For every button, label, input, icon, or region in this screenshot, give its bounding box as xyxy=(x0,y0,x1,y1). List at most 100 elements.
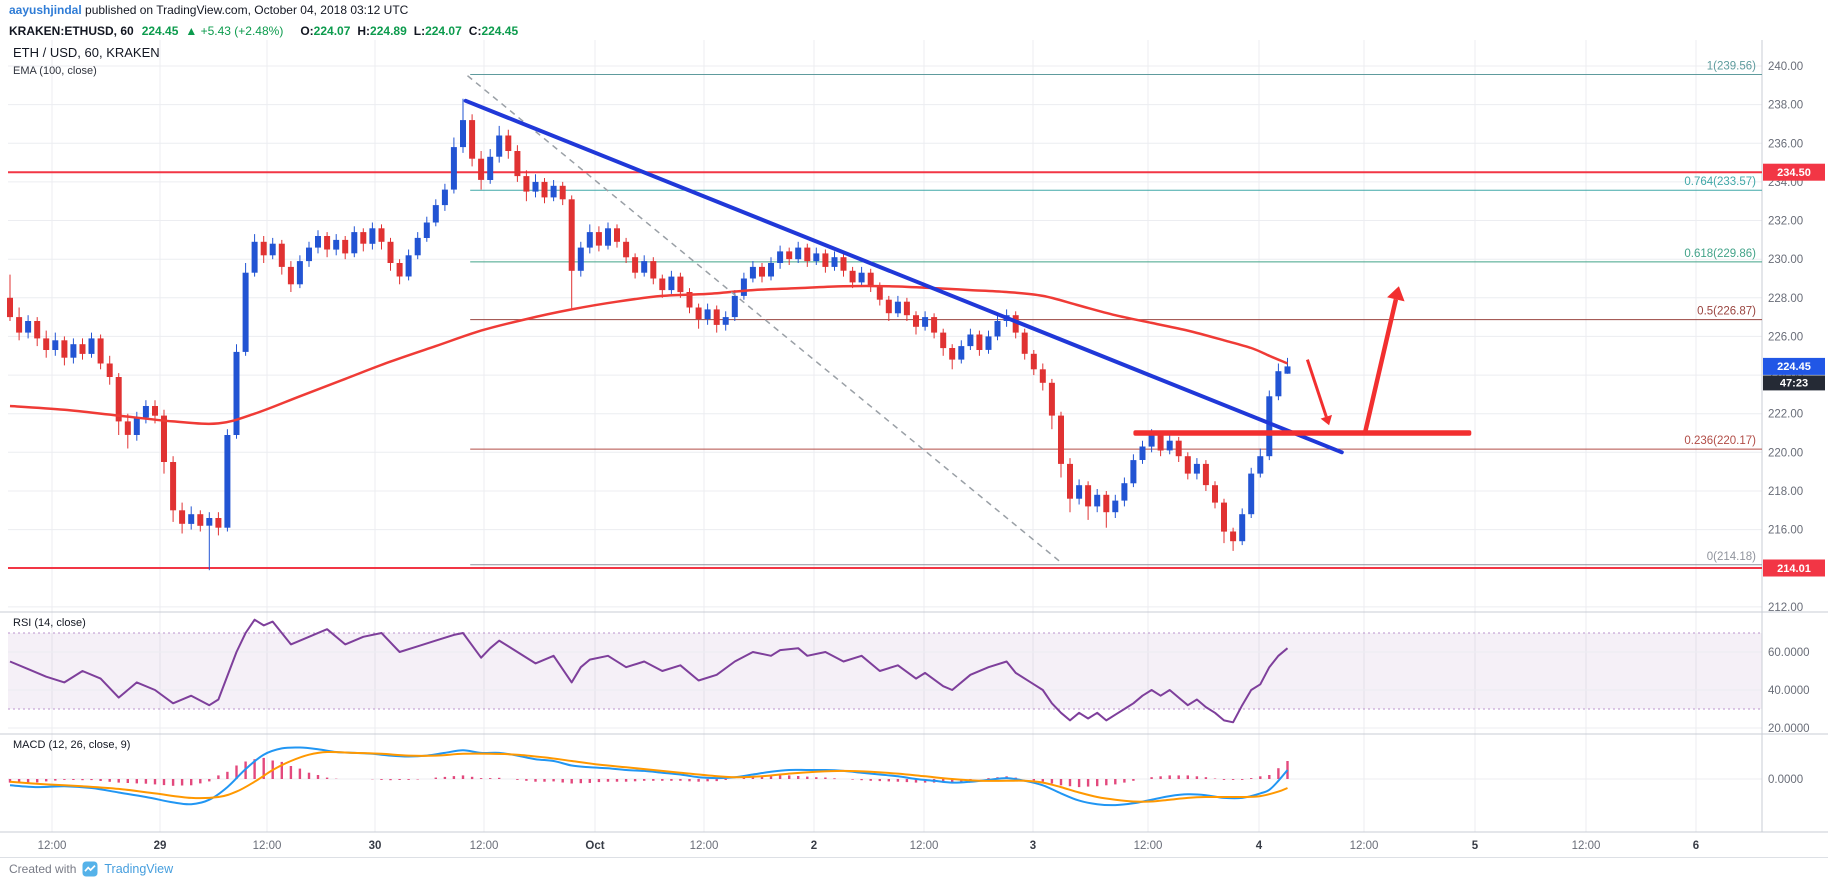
candle xyxy=(623,237,630,263)
candle xyxy=(79,338,86,360)
main-pane-title: ETH / USD, 60, KRAKEN xyxy=(13,45,160,60)
candle xyxy=(867,268,874,292)
candle xyxy=(1175,436,1182,462)
tradingview-logo[interactable] xyxy=(82,861,98,877)
candle xyxy=(487,149,494,184)
candle xyxy=(1039,363,1046,391)
breakout-arrow-up xyxy=(1362,286,1405,436)
ohlc-value: 224.89 xyxy=(370,23,407,38)
macd-histogram xyxy=(8,757,1289,788)
rsi-axis[interactable]: 60.0000 40.0000 20.0000 xyxy=(1768,647,1810,735)
time-tick-label: 2 xyxy=(811,840,817,852)
candle xyxy=(70,338,77,364)
candle xyxy=(170,456,177,522)
candle xyxy=(215,512,222,536)
candle xyxy=(342,236,349,260)
ema-legend: EMA (100, close) xyxy=(13,65,97,77)
candle xyxy=(441,183,448,211)
price-tick-label: 238.00 xyxy=(1768,100,1803,112)
price-tick-label: 240.00 xyxy=(1768,61,1803,73)
candle xyxy=(532,174,539,198)
time-tick-label: 12:00 xyxy=(1350,840,1379,852)
macd-tick-label: 0.0000 xyxy=(1768,774,1803,786)
candle xyxy=(1076,479,1083,505)
time-tick-label: 12:00 xyxy=(470,840,499,852)
pane-separators xyxy=(0,40,1828,833)
candle xyxy=(641,255,648,277)
candle xyxy=(677,272,684,298)
svg-text:214.01: 214.01 xyxy=(1777,563,1811,575)
fib-label: 0.5(226.87) xyxy=(1697,306,1756,318)
candle xyxy=(1239,508,1246,546)
candle xyxy=(822,249,829,273)
ohlc-value: 224.45 xyxy=(481,23,519,38)
candle xyxy=(559,181,566,206)
candle xyxy=(740,272,747,300)
candle xyxy=(369,222,376,250)
time-tick-label: 12:00 xyxy=(690,840,719,852)
ohlc-label: C: xyxy=(468,23,482,38)
alert-price-badge: 234.50 xyxy=(1763,163,1825,181)
candle xyxy=(133,411,140,441)
candle xyxy=(804,243,811,267)
main-pane-legend: ETH / USD, 60, KRAKEN EMA (100, close) xyxy=(13,45,160,77)
candle xyxy=(97,334,104,370)
candle xyxy=(1112,494,1119,518)
rsi-tick-label: 20.0000 xyxy=(1768,723,1810,735)
price-tick-label: 230.00 xyxy=(1768,254,1803,266)
candle xyxy=(949,344,956,370)
price-tick-label: 226.00 xyxy=(1768,331,1803,343)
candle xyxy=(958,340,965,364)
candle xyxy=(1230,527,1237,551)
candle xyxy=(632,253,639,279)
candle xyxy=(306,241,312,267)
candle xyxy=(1012,311,1019,339)
rsi-legend: RSI (14, close) xyxy=(13,617,86,629)
time-tick-label: 30 xyxy=(369,840,382,852)
author-link[interactable]: aayushjindal xyxy=(9,3,82,17)
candle xyxy=(1094,489,1101,513)
svg-text:224.45: 224.45 xyxy=(1777,361,1811,373)
candle xyxy=(52,332,59,356)
rejection-arrow-down xyxy=(1305,359,1332,426)
ohlc-readout: O:224.07 H:224.89 L:224.07 C:224.45 xyxy=(293,24,518,38)
candle xyxy=(1248,467,1255,518)
ohlc-label: O: xyxy=(300,23,314,38)
candle xyxy=(1166,435,1173,455)
candle xyxy=(460,98,466,153)
time-tick-label: 4 xyxy=(1256,840,1263,852)
tradingview-link[interactable]: TradingView xyxy=(104,862,174,876)
candle xyxy=(768,257,774,281)
candle xyxy=(61,336,68,366)
candle xyxy=(25,315,32,339)
candle xyxy=(405,249,412,281)
candle xyxy=(16,307,23,341)
candle xyxy=(795,241,802,263)
candle xyxy=(496,125,503,163)
candle xyxy=(224,429,231,532)
candle xyxy=(831,251,838,271)
candle xyxy=(967,328,974,350)
time-axis[interactable]: 12:00 29 12:00 30 12:00 Oct 12:00 2 12:00 3 12:00 4… xyxy=(38,840,1700,852)
time-tick-label: 29 xyxy=(154,840,167,852)
price-axis[interactable]: 212.00214.00216.00218.00220.00222.00224.… xyxy=(1768,61,1803,614)
candle xyxy=(324,232,331,258)
macd-axis[interactable]: 0.0000 xyxy=(1768,774,1803,786)
macd-line xyxy=(9,746,1289,807)
candle xyxy=(922,311,929,331)
ema-line xyxy=(9,284,1288,426)
symbol-bar: KRAKEN:ETHUSD, 60 224.45 ▲ +5.43 (+2.48%… xyxy=(0,20,1828,41)
price-tick-label: 222.00 xyxy=(1768,409,1803,421)
footer: Created with TradingView xyxy=(0,857,1828,880)
candle xyxy=(1130,454,1137,488)
candle xyxy=(713,305,720,333)
candle xyxy=(1103,491,1110,528)
candle xyxy=(568,195,575,310)
candle xyxy=(903,297,910,321)
time-tick-label: 12:00 xyxy=(38,840,67,852)
candle xyxy=(659,274,666,298)
candle xyxy=(1121,477,1128,507)
support-line xyxy=(1133,430,1472,436)
